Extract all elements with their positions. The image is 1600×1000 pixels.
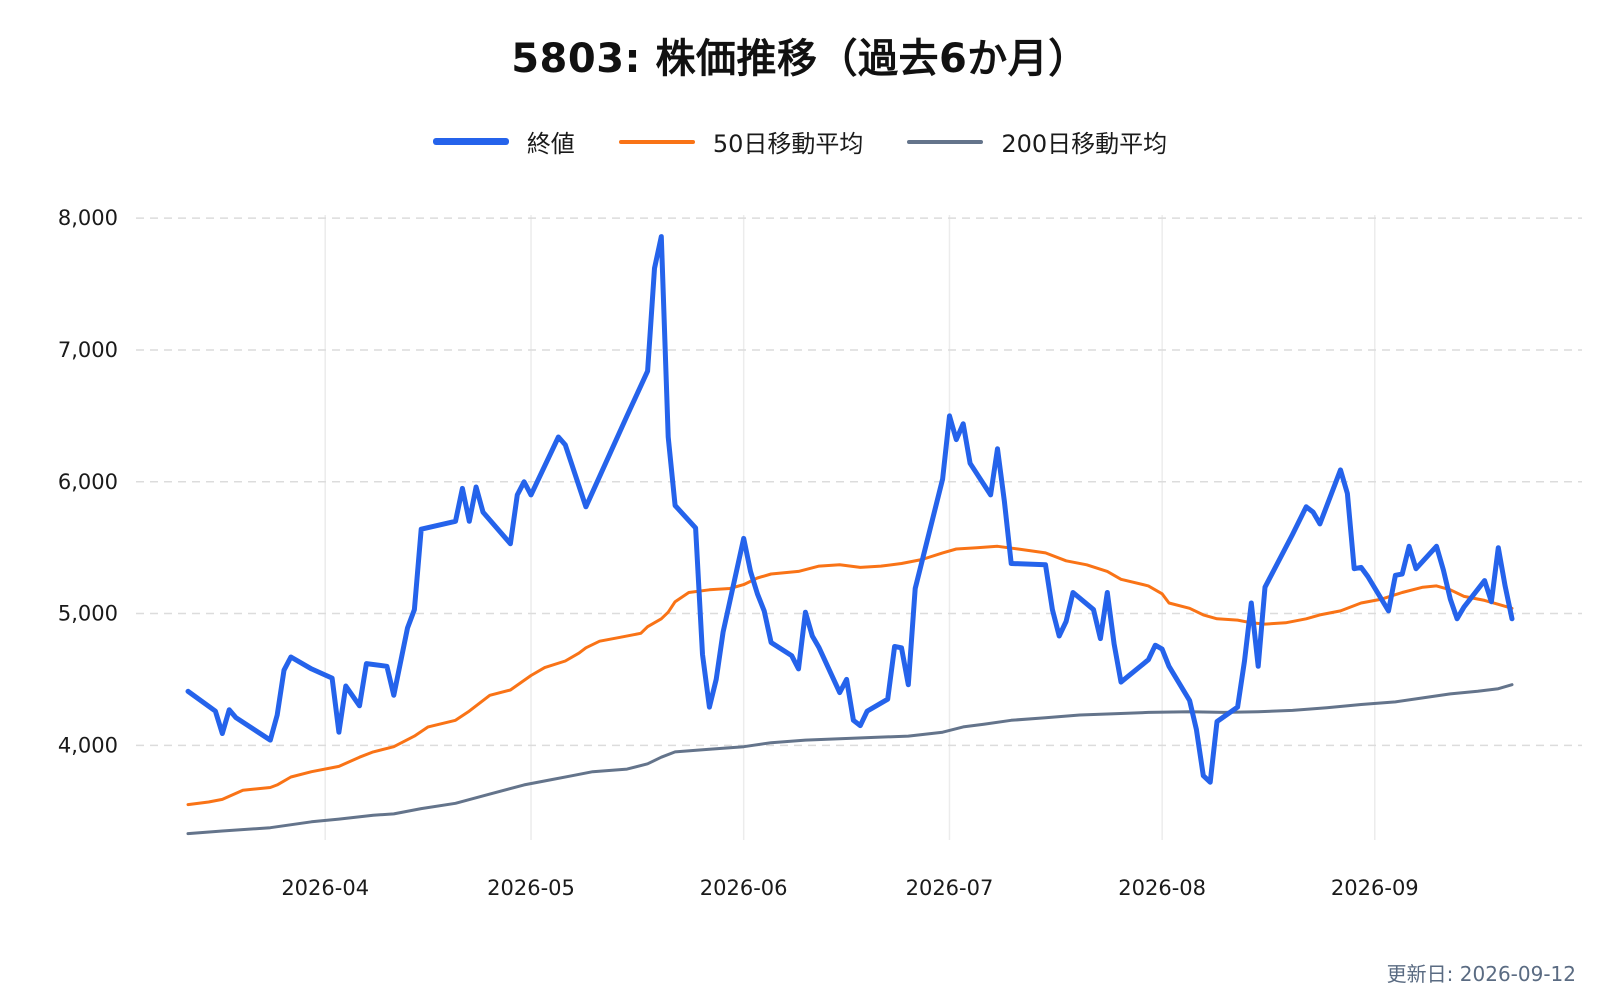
y-tick-label: 4,000 (58, 733, 118, 757)
y-tick-label: 6,000 (58, 470, 118, 494)
x-tick-label: 2026-05 (487, 876, 575, 900)
x-tick-label: 2026-06 (700, 876, 788, 900)
chart-title: 5803: 株価推移（過去6か月） (511, 36, 1089, 82)
x-tick-label: 2026-04 (281, 876, 369, 900)
x-tick-label: 2026-09 (1331, 876, 1419, 900)
x-tick-label: 2026-07 (906, 876, 994, 900)
legend-label-ma200: 200日移動平均 (1001, 130, 1168, 158)
legend-item-close[interactable]: 終値 (432, 124, 575, 159)
legend-swatch-close (432, 138, 509, 145)
legend-swatch-ma200 (907, 139, 984, 144)
legend-item-ma50[interactable]: 50日移動平均 (618, 124, 864, 159)
legend-label-close: 終値 (526, 130, 575, 158)
price-chart: 2026-04 2026-05 2026-06 2026-07 2026-08 2026-… (58, 206, 1582, 900)
ma50-line (186, 544, 1514, 807)
x-tick-label: 2026-08 (1118, 876, 1206, 900)
legend-swatch-ma50 (618, 139, 695, 144)
updated-date: 更新日: 2026-09-12 (1386, 962, 1576, 986)
legend: 終値 50日移動平均 200日移動平均 (0, 124, 1600, 159)
y-tick-label: 7,000 (58, 338, 118, 362)
ma200-line (186, 683, 1514, 836)
close-price-line (185, 234, 1515, 785)
legend-label-ma50: 50日移動平均 (712, 130, 864, 158)
y-tick-label: 8,000 (58, 206, 118, 230)
y-tick-label: 5,000 (58, 602, 118, 626)
legend-item-ma200[interactable]: 200日移動平均 (907, 124, 1167, 159)
